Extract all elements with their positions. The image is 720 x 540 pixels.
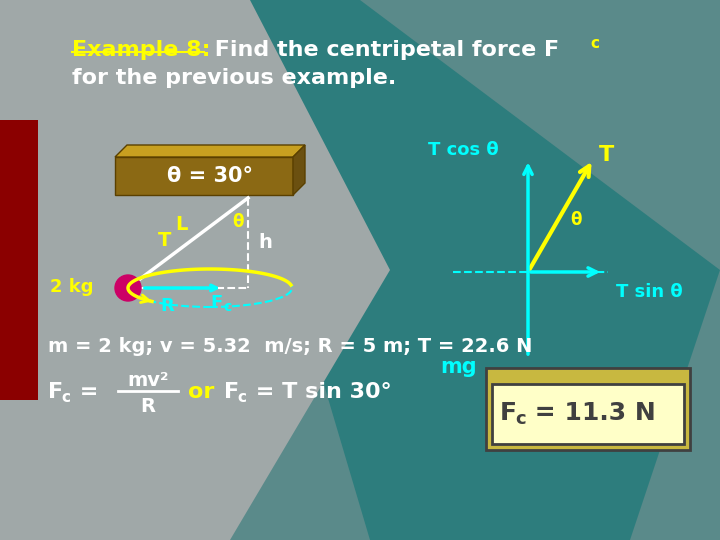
Text: c: c — [515, 410, 526, 428]
Text: mv²: mv² — [127, 370, 168, 389]
Polygon shape — [293, 145, 305, 195]
Text: θ: θ — [570, 211, 582, 229]
Text: F: F — [500, 401, 517, 425]
Text: F: F — [210, 294, 222, 312]
Text: F: F — [224, 382, 239, 402]
Text: R: R — [160, 297, 174, 315]
Text: m = 2 kg; v = 5.32  m/s; R = 5 m; T = 22.6 N: m = 2 kg; v = 5.32 m/s; R = 5 m; T = 22.… — [48, 338, 532, 356]
Text: c: c — [223, 300, 231, 314]
Text: T: T — [599, 145, 614, 165]
Text: Example 8:: Example 8: — [72, 40, 210, 60]
FancyBboxPatch shape — [492, 384, 684, 444]
Text: c: c — [590, 36, 599, 51]
Text: R: R — [140, 396, 156, 415]
Text: mg: mg — [440, 357, 477, 377]
Circle shape — [115, 275, 141, 301]
Text: = 11.3 N: = 11.3 N — [526, 401, 656, 425]
Text: θ = 30°: θ = 30° — [167, 166, 253, 186]
Text: =: = — [72, 382, 99, 402]
Polygon shape — [210, 0, 720, 540]
Text: for the previous example.: for the previous example. — [72, 68, 396, 88]
FancyBboxPatch shape — [486, 368, 690, 450]
Polygon shape — [0, 0, 390, 540]
Text: T sin θ: T sin θ — [616, 283, 683, 301]
Text: Find the centripetal force F: Find the centripetal force F — [207, 40, 559, 60]
Text: F: F — [48, 382, 63, 402]
Text: c: c — [61, 389, 70, 404]
Bar — [115, 157, 293, 195]
Text: c: c — [237, 389, 246, 404]
Text: θ: θ — [232, 213, 243, 231]
Text: T: T — [158, 231, 171, 249]
Polygon shape — [115, 145, 305, 157]
Text: L: L — [175, 215, 187, 234]
Text: h: h — [258, 233, 272, 253]
Text: 2 kg: 2 kg — [50, 278, 94, 296]
Text: or: or — [188, 382, 215, 402]
Bar — [0, 120, 38, 400]
Text: T cos θ: T cos θ — [428, 141, 499, 159]
Text: = T sin 30°: = T sin 30° — [248, 382, 392, 402]
